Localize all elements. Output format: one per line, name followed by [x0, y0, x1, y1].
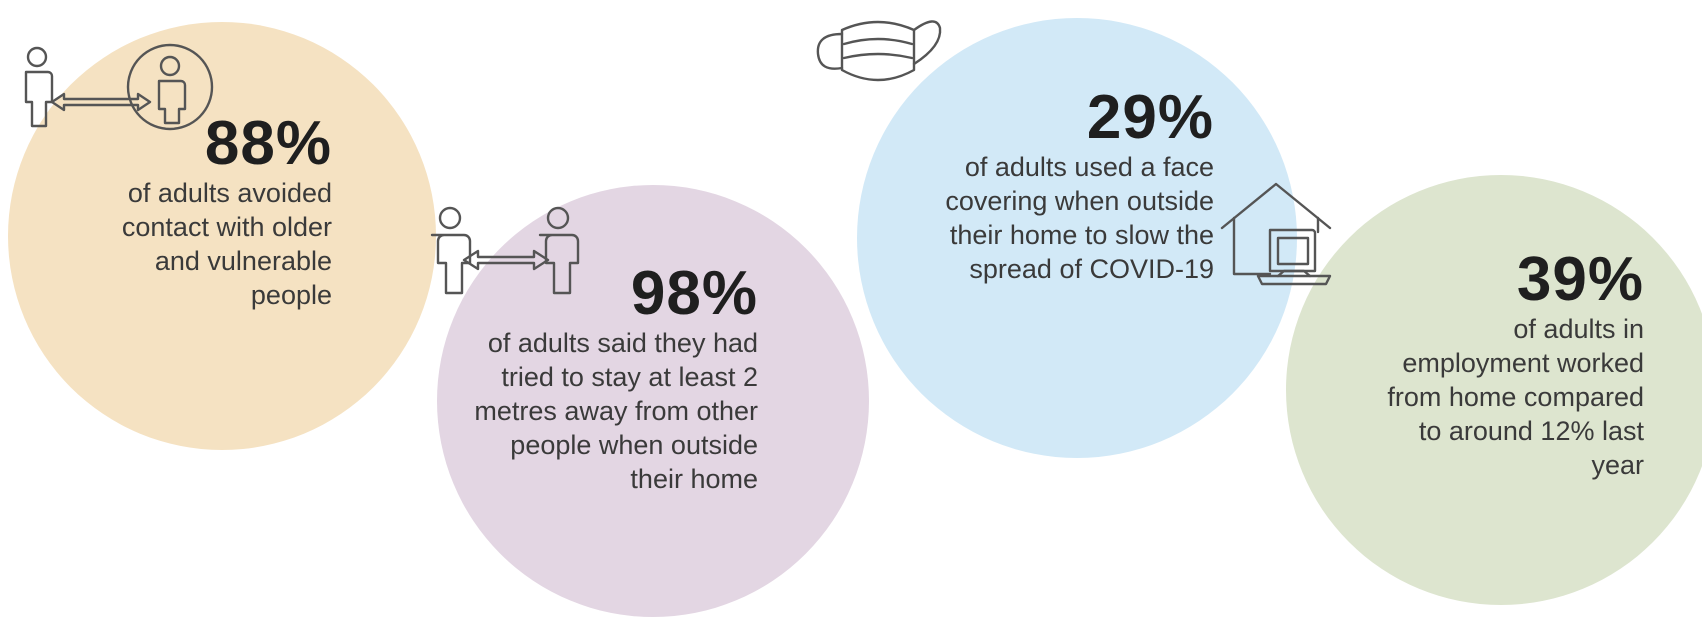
- social-distance-icon: [428, 205, 588, 301]
- stat-description: of adults used a face covering when outs…: [945, 152, 1214, 284]
- stat-avoid-contact: 88% of adults avoided contact with older…: [122, 112, 332, 312]
- stat-circle-work-from-home: [1286, 175, 1702, 605]
- stat-percentage: 39%: [1516, 245, 1644, 314]
- stat-percentage: 29%: [1086, 83, 1214, 152]
- stat-social-distance: 98% of adults said they had tried to sta…: [474, 262, 758, 496]
- stat-circle-avoid-contact: [8, 22, 436, 450]
- stat-circle-face-covering: [857, 18, 1297, 458]
- stat-description: of adults in employment worked from home…: [1387, 314, 1644, 480]
- stat-description: of adults avoided contact with older and…: [121, 178, 332, 310]
- avoid-contact-icon: [18, 40, 214, 136]
- work-from-home-icon: [1218, 180, 1354, 290]
- face-mask-icon: [808, 8, 944, 98]
- stat-work-from-home: 39% of adults in employment worked from …: [1387, 248, 1644, 482]
- stat-face-covering: 29% of adults used a face covering when …: [945, 86, 1214, 286]
- stat-percentage: 88%: [204, 109, 332, 178]
- stat-percentage: 98%: [630, 259, 758, 328]
- stat-description: of adults said they had tried to stay at…: [474, 328, 758, 494]
